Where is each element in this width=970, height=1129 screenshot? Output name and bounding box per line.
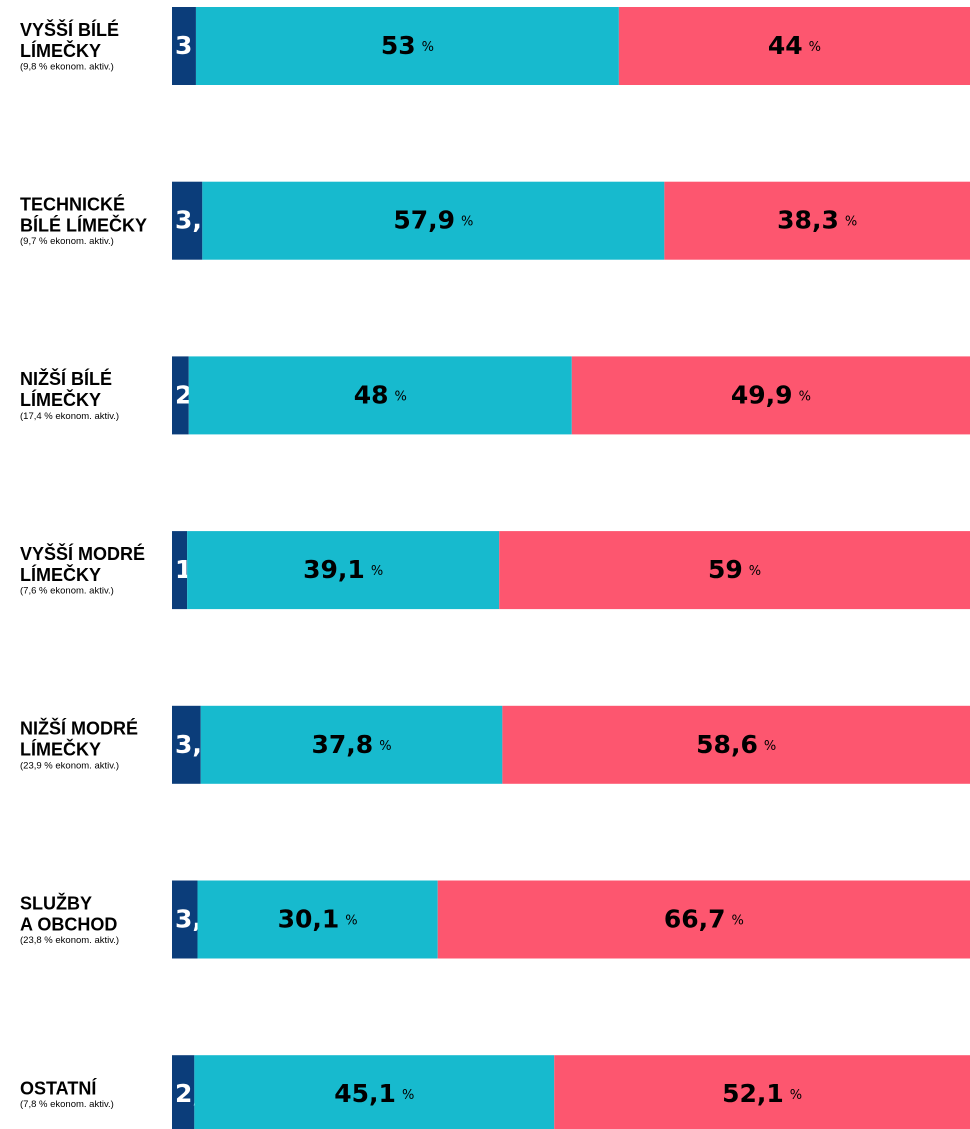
value-label: 59% bbox=[708, 555, 761, 584]
category-sublabel: (9,7 % ekonom. aktiv.) bbox=[20, 236, 114, 247]
bar-segment bbox=[172, 181, 203, 260]
category-label: A OBCHOD bbox=[20, 914, 117, 934]
bar-segment bbox=[172, 7, 196, 85]
value-unit: % bbox=[790, 1088, 802, 1103]
bar-segment bbox=[502, 705, 970, 784]
bar-segment bbox=[172, 1055, 195, 1129]
category-sublabel: (7,8 % ekonom. aktiv.) bbox=[20, 1099, 114, 1110]
category-label: BÍLÉ LÍMEČKY bbox=[20, 214, 147, 235]
value-unit: % bbox=[394, 389, 406, 404]
bar-segment bbox=[618, 7, 970, 85]
category-sublabel: (9,8 % ekonom. aktiv.) bbox=[20, 62, 114, 73]
value-number: 53 bbox=[381, 31, 416, 60]
bar-segment bbox=[188, 356, 572, 435]
value-label: 37,8% bbox=[312, 730, 392, 759]
category-label: LÍMEČKY bbox=[20, 739, 101, 760]
bar-segment bbox=[172, 705, 201, 784]
value-unit: % bbox=[809, 40, 821, 55]
bar-segment bbox=[172, 880, 198, 959]
category-sublabel: (17,4 % ekonom. aktiv.) bbox=[20, 411, 119, 422]
value-number: 57,9 bbox=[393, 206, 455, 235]
value-unit: % bbox=[749, 564, 761, 579]
value-label: 58,6% bbox=[696, 730, 776, 759]
category-label: NIŽŠÍ BÍLÉ bbox=[20, 368, 112, 389]
value-number: 39,1 bbox=[303, 555, 365, 584]
value-unit: % bbox=[379, 738, 391, 753]
value-label: 45,1% bbox=[334, 1079, 414, 1108]
value-number: 44 bbox=[768, 31, 803, 60]
value-label: 66,7% bbox=[664, 905, 744, 934]
bar-segment bbox=[554, 1055, 970, 1129]
bar-segment bbox=[195, 7, 619, 85]
category-label: LÍMEČKY bbox=[20, 40, 101, 61]
value-number: 37,8 bbox=[312, 730, 374, 759]
value-number: 45,1 bbox=[334, 1079, 396, 1108]
bar-segment bbox=[187, 531, 500, 610]
value-unit: % bbox=[402, 1088, 414, 1103]
category-label: TECHNICKÉ bbox=[20, 193, 125, 214]
value-label: 44% bbox=[768, 31, 821, 60]
value-unit: % bbox=[764, 738, 776, 753]
category-sublabel: (23,9 % ekonom. aktiv.) bbox=[20, 760, 119, 771]
value-label: 49,9% bbox=[731, 380, 811, 409]
value-number: 49,9 bbox=[731, 380, 793, 409]
category-label: VYŠŠÍ MODRÉ bbox=[20, 543, 145, 564]
value-label: 53% bbox=[381, 31, 434, 60]
bar-segment bbox=[437, 880, 970, 959]
category-label: NIŽŠÍ MODRÉ bbox=[20, 718, 138, 739]
category-label: LÍMEČKY bbox=[20, 564, 101, 585]
bar-segment bbox=[172, 531, 188, 610]
value-unit: % bbox=[732, 913, 744, 928]
value-unit: % bbox=[799, 389, 811, 404]
bar-segment bbox=[194, 1055, 555, 1129]
value-label: 30,1% bbox=[278, 905, 358, 934]
value-unit: % bbox=[422, 40, 434, 55]
bar-segment bbox=[571, 356, 970, 435]
bar-segment bbox=[200, 705, 503, 784]
value-label: 52,1% bbox=[722, 1079, 802, 1108]
value-unit: % bbox=[345, 913, 357, 928]
value-unit: % bbox=[461, 214, 473, 229]
value-number: 48 bbox=[354, 380, 389, 409]
value-label: 57,9% bbox=[393, 206, 473, 235]
bar-segment bbox=[664, 181, 970, 260]
value-number: 3 bbox=[175, 31, 192, 60]
value-unit: % bbox=[371, 564, 383, 579]
category-label: SLUŽBY bbox=[20, 892, 92, 913]
value-number: 66,7 bbox=[664, 905, 726, 934]
category-sublabel: (7,6 % ekonom. aktiv.) bbox=[20, 586, 114, 597]
value-number: 58,6 bbox=[696, 730, 758, 759]
value-number: 38,3 bbox=[777, 206, 839, 235]
value-number: 52,1 bbox=[722, 1079, 784, 1108]
value-number: 59 bbox=[708, 555, 743, 584]
bar-segment bbox=[202, 181, 665, 260]
value-label: 48% bbox=[354, 380, 407, 409]
value-unit: % bbox=[845, 214, 857, 229]
category-sublabel: (23,8 % ekonom. aktiv.) bbox=[20, 935, 119, 946]
value-number: 30,1 bbox=[278, 905, 340, 934]
bar-segment bbox=[197, 880, 438, 959]
value-label: 39,1% bbox=[303, 555, 383, 584]
category-label: OSTATNÍ bbox=[20, 1077, 97, 1098]
bar-segment bbox=[499, 531, 970, 610]
category-label: LÍMEČKY bbox=[20, 389, 101, 410]
value-label: 38,3% bbox=[777, 206, 857, 235]
category-label: VYŠŠÍ BÍLÉ bbox=[20, 19, 119, 40]
bar-segment bbox=[172, 356, 189, 435]
